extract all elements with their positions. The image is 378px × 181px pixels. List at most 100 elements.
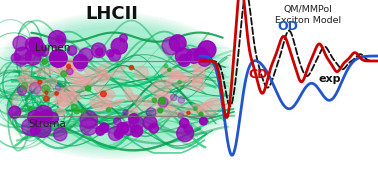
Circle shape xyxy=(96,48,103,56)
Circle shape xyxy=(16,57,26,66)
Circle shape xyxy=(85,86,91,91)
Circle shape xyxy=(129,114,139,124)
Circle shape xyxy=(108,127,122,141)
Ellipse shape xyxy=(171,71,191,81)
Text: OD: OD xyxy=(277,20,299,33)
Ellipse shape xyxy=(195,101,214,113)
Circle shape xyxy=(61,71,67,77)
Circle shape xyxy=(22,119,38,135)
Circle shape xyxy=(48,31,66,48)
Circle shape xyxy=(199,112,203,116)
Circle shape xyxy=(67,64,71,68)
Circle shape xyxy=(187,111,190,114)
Ellipse shape xyxy=(98,98,111,106)
Circle shape xyxy=(50,49,67,67)
Circle shape xyxy=(162,37,180,55)
Circle shape xyxy=(25,37,40,52)
Text: QM/MMPol: QM/MMPol xyxy=(284,5,332,14)
Ellipse shape xyxy=(88,74,113,82)
Text: exp: exp xyxy=(319,74,341,84)
Ellipse shape xyxy=(210,66,219,70)
Circle shape xyxy=(35,122,51,137)
Circle shape xyxy=(79,48,93,62)
Ellipse shape xyxy=(94,85,115,98)
Ellipse shape xyxy=(144,95,171,106)
Ellipse shape xyxy=(135,66,148,79)
Circle shape xyxy=(81,109,85,114)
Text: Exciton Model: Exciton Model xyxy=(275,16,341,25)
Ellipse shape xyxy=(166,73,191,88)
Circle shape xyxy=(114,118,121,125)
Ellipse shape xyxy=(70,72,82,78)
Ellipse shape xyxy=(65,61,78,72)
Ellipse shape xyxy=(192,78,204,91)
Ellipse shape xyxy=(22,68,30,78)
Ellipse shape xyxy=(49,60,64,71)
Circle shape xyxy=(91,43,106,58)
Circle shape xyxy=(71,104,77,110)
Circle shape xyxy=(129,116,144,131)
Circle shape xyxy=(56,36,64,43)
Circle shape xyxy=(114,130,123,139)
Circle shape xyxy=(29,107,32,110)
Circle shape xyxy=(178,54,190,66)
Circle shape xyxy=(107,50,114,57)
Ellipse shape xyxy=(193,59,208,71)
Ellipse shape xyxy=(19,76,38,87)
Circle shape xyxy=(99,123,109,133)
Circle shape xyxy=(106,108,110,112)
Circle shape xyxy=(180,118,189,128)
Circle shape xyxy=(31,125,40,135)
Circle shape xyxy=(149,123,158,133)
Circle shape xyxy=(168,68,171,71)
Circle shape xyxy=(35,106,52,123)
Ellipse shape xyxy=(70,85,85,100)
Circle shape xyxy=(170,94,177,101)
Circle shape xyxy=(38,80,42,84)
Circle shape xyxy=(121,122,135,135)
Circle shape xyxy=(77,63,84,71)
Ellipse shape xyxy=(101,99,125,109)
Circle shape xyxy=(186,49,201,63)
Ellipse shape xyxy=(28,80,45,90)
Circle shape xyxy=(178,81,181,84)
Ellipse shape xyxy=(165,103,184,108)
Circle shape xyxy=(101,91,106,97)
Circle shape xyxy=(47,112,58,124)
Ellipse shape xyxy=(150,79,171,94)
Ellipse shape xyxy=(54,92,79,106)
Ellipse shape xyxy=(12,92,19,106)
Circle shape xyxy=(21,83,28,90)
Circle shape xyxy=(17,86,26,95)
Circle shape xyxy=(25,49,41,65)
Circle shape xyxy=(198,41,216,59)
Ellipse shape xyxy=(184,82,194,89)
Ellipse shape xyxy=(50,88,64,97)
Ellipse shape xyxy=(22,84,29,92)
Circle shape xyxy=(178,113,184,119)
Circle shape xyxy=(9,106,21,118)
Circle shape xyxy=(39,110,53,123)
Circle shape xyxy=(31,39,39,47)
Circle shape xyxy=(131,125,143,137)
Circle shape xyxy=(123,110,128,115)
Circle shape xyxy=(117,123,129,134)
Circle shape xyxy=(200,117,207,125)
Circle shape xyxy=(55,92,58,95)
Ellipse shape xyxy=(90,93,113,107)
Circle shape xyxy=(194,48,208,62)
Circle shape xyxy=(13,36,28,51)
Ellipse shape xyxy=(62,70,87,85)
Ellipse shape xyxy=(119,73,126,81)
Circle shape xyxy=(111,38,127,54)
Circle shape xyxy=(152,98,156,102)
Ellipse shape xyxy=(192,68,205,83)
Circle shape xyxy=(45,91,48,94)
Ellipse shape xyxy=(98,73,110,82)
Circle shape xyxy=(11,54,20,62)
Ellipse shape xyxy=(57,94,67,107)
Circle shape xyxy=(80,111,98,128)
Circle shape xyxy=(74,108,80,114)
Circle shape xyxy=(129,66,133,70)
Ellipse shape xyxy=(133,95,142,103)
